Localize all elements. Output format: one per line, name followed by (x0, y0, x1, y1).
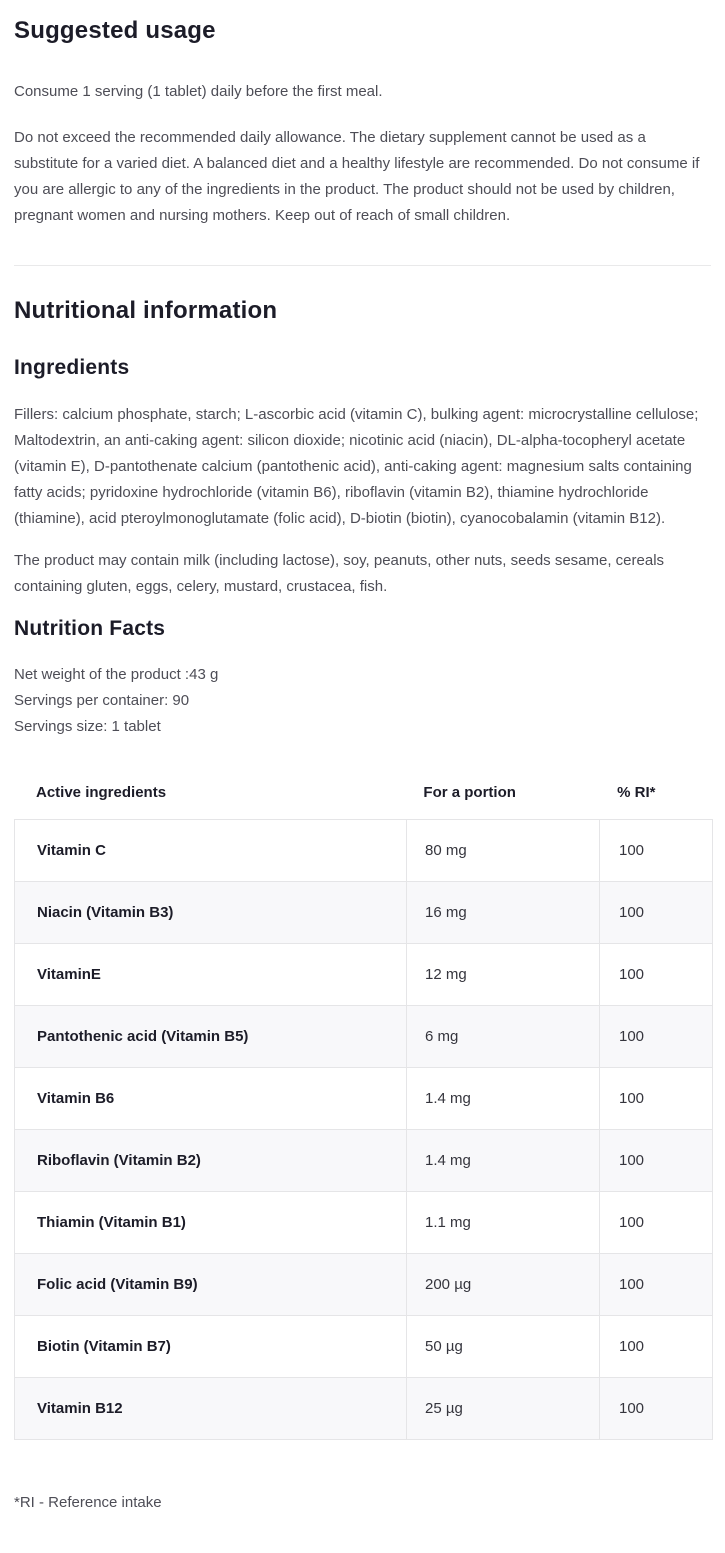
product-description-page: Suggested usage Consume 1 serving (1 tab… (0, 16, 725, 1516)
suggested-usage-title: Suggested usage (14, 17, 216, 44)
nutritional-information-title: Nutritional information (14, 297, 278, 324)
ingredient-name: Folic acid (Vitamin B9) (14, 1253, 407, 1316)
nutrition-facts-meta: Net weight of the product :43 g Servings… (14, 662, 711, 740)
ingredient-ri: 100 (599, 1377, 713, 1440)
ingredient-name: Pantothenic acid (Vitamin B5) (14, 1005, 407, 1068)
ingredient-portion: 1.4 mg (406, 1129, 600, 1192)
usage-warning-paragraph: Do not exceed the recommended daily allo… (14, 129, 700, 224)
usage-instruction-paragraph: Consume 1 serving (1 tablet) daily befor… (14, 83, 383, 100)
table-row: Riboflavin (Vitamin B2) 1.4 mg 100 (14, 1129, 713, 1192)
section-divider (14, 265, 711, 266)
ingredient-portion: 16 mg (406, 881, 600, 944)
ingredient-ri: 100 (599, 1005, 713, 1068)
ingredient-ri: 100 (599, 1315, 713, 1378)
ingredient-ri: 100 (599, 943, 713, 1006)
table-row: Pantothenic acid (Vitamin B5) 6 mg 100 (14, 1005, 713, 1068)
header-for-a-portion: For a portion (423, 784, 516, 801)
header-percent-ri: % RI* (617, 784, 656, 801)
ingredient-ri: 100 (599, 1253, 713, 1316)
table-row: Niacin (Vitamin B3) 16 mg 100 (14, 881, 713, 944)
table-row: Vitamin C 80 mg 100 (14, 819, 713, 882)
ingredient-name: Vitamin C (14, 819, 407, 882)
ingredient-name: Riboflavin (Vitamin B2) (14, 1129, 407, 1192)
ingredient-ri: 100 (599, 1067, 713, 1130)
ingredient-portion: 80 mg (406, 819, 600, 882)
nutrition-facts-table: Vitamin C 80 mg 100 Niacin (Vitamin B3) … (14, 819, 713, 1440)
serving-size-line: Servings size: 1 tablet (14, 718, 161, 735)
header-active-ingredients: Active ingredients (36, 784, 167, 801)
ingredient-portion: 1.1 mg (406, 1191, 600, 1254)
ingredient-name: Biotin (Vitamin B7) (14, 1315, 407, 1378)
ingredient-name: Vitamin B6 (14, 1067, 407, 1130)
ingredient-ri: 100 (599, 1191, 713, 1254)
table-row: VitaminE 12 mg 100 (14, 943, 713, 1006)
ingredient-name: Thiamin (Vitamin B1) (14, 1191, 407, 1254)
ingredient-ri: 100 (599, 881, 713, 944)
ingredient-portion: 50 µg (406, 1315, 600, 1378)
ingredients-title: Ingredients (14, 356, 130, 379)
ingredients-list-paragraph: Fillers: calcium phosphate, starch; L-as… (14, 406, 699, 527)
net-weight-line: Net weight of the product :43 g (14, 666, 219, 683)
allergen-paragraph: The product may contain milk (including … (14, 552, 665, 595)
ingredient-name: VitaminE (14, 943, 407, 1006)
suggested-usage-section: Suggested usage Consume 1 serving (1 tab… (14, 16, 711, 229)
table-row: Vitamin B12 25 µg 100 (14, 1377, 713, 1440)
nutritional-information-section: Nutritional information Ingredients Fill… (14, 296, 713, 1516)
ingredient-name: Vitamin B12 (14, 1377, 407, 1440)
ingredient-portion: 12 mg (406, 943, 600, 1006)
reference-intake-footnote: *RI - Reference intake (14, 1494, 162, 1511)
ingredient-ri: 100 (599, 819, 713, 882)
ingredient-portion: 25 µg (406, 1377, 600, 1440)
servings-per-container-line: Servings per container: 90 (14, 692, 190, 709)
table-row: Folic acid (Vitamin B9) 200 µg 100 (14, 1253, 713, 1316)
table-row: Thiamin (Vitamin B1) 1.1 mg 100 (14, 1191, 713, 1254)
table-row: Vitamin B6 1.4 mg 100 (14, 1067, 713, 1130)
nutrition-facts-title: Nutrition Facts (14, 617, 166, 640)
nutrition-table-header: Active ingredients For a portion % RI* (14, 780, 711, 806)
ingredient-name: Niacin (Vitamin B3) (14, 881, 407, 944)
table-row: Biotin (Vitamin B7) 50 µg 100 (14, 1315, 713, 1378)
ingredient-portion: 200 µg (406, 1253, 600, 1316)
ingredient-portion: 6 mg (406, 1005, 600, 1068)
ingredient-ri: 100 (599, 1129, 713, 1192)
ingredient-portion: 1.4 mg (406, 1067, 600, 1130)
